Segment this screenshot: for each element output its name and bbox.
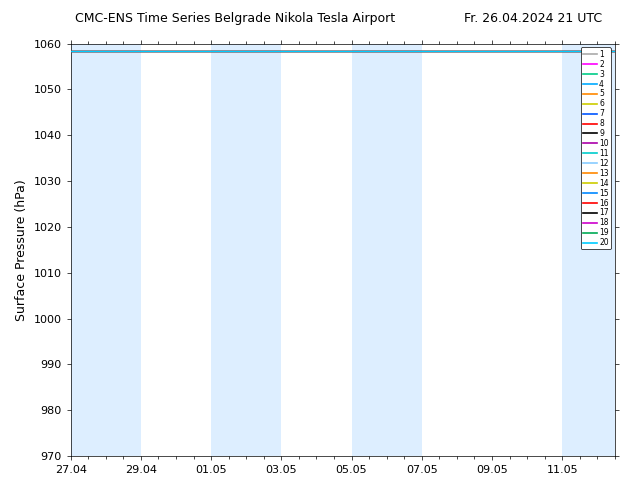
Text: Fr. 26.04.2024 21 UTC: Fr. 26.04.2024 21 UTC xyxy=(464,12,602,25)
Y-axis label: Surface Pressure (hPa): Surface Pressure (hPa) xyxy=(15,179,28,320)
Bar xyxy=(71,44,141,456)
Bar xyxy=(211,44,281,456)
Legend: 1, 2, 3, 4, 5, 6, 7, 8, 9, 10, 11, 12, 13, 14, 15, 16, 17, 18, 19, 20: 1, 2, 3, 4, 5, 6, 7, 8, 9, 10, 11, 12, 1… xyxy=(581,48,611,249)
Bar xyxy=(351,44,422,456)
Bar xyxy=(562,44,615,456)
Text: CMC-ENS Time Series Belgrade Nikola Tesla Airport: CMC-ENS Time Series Belgrade Nikola Tesl… xyxy=(75,12,394,25)
